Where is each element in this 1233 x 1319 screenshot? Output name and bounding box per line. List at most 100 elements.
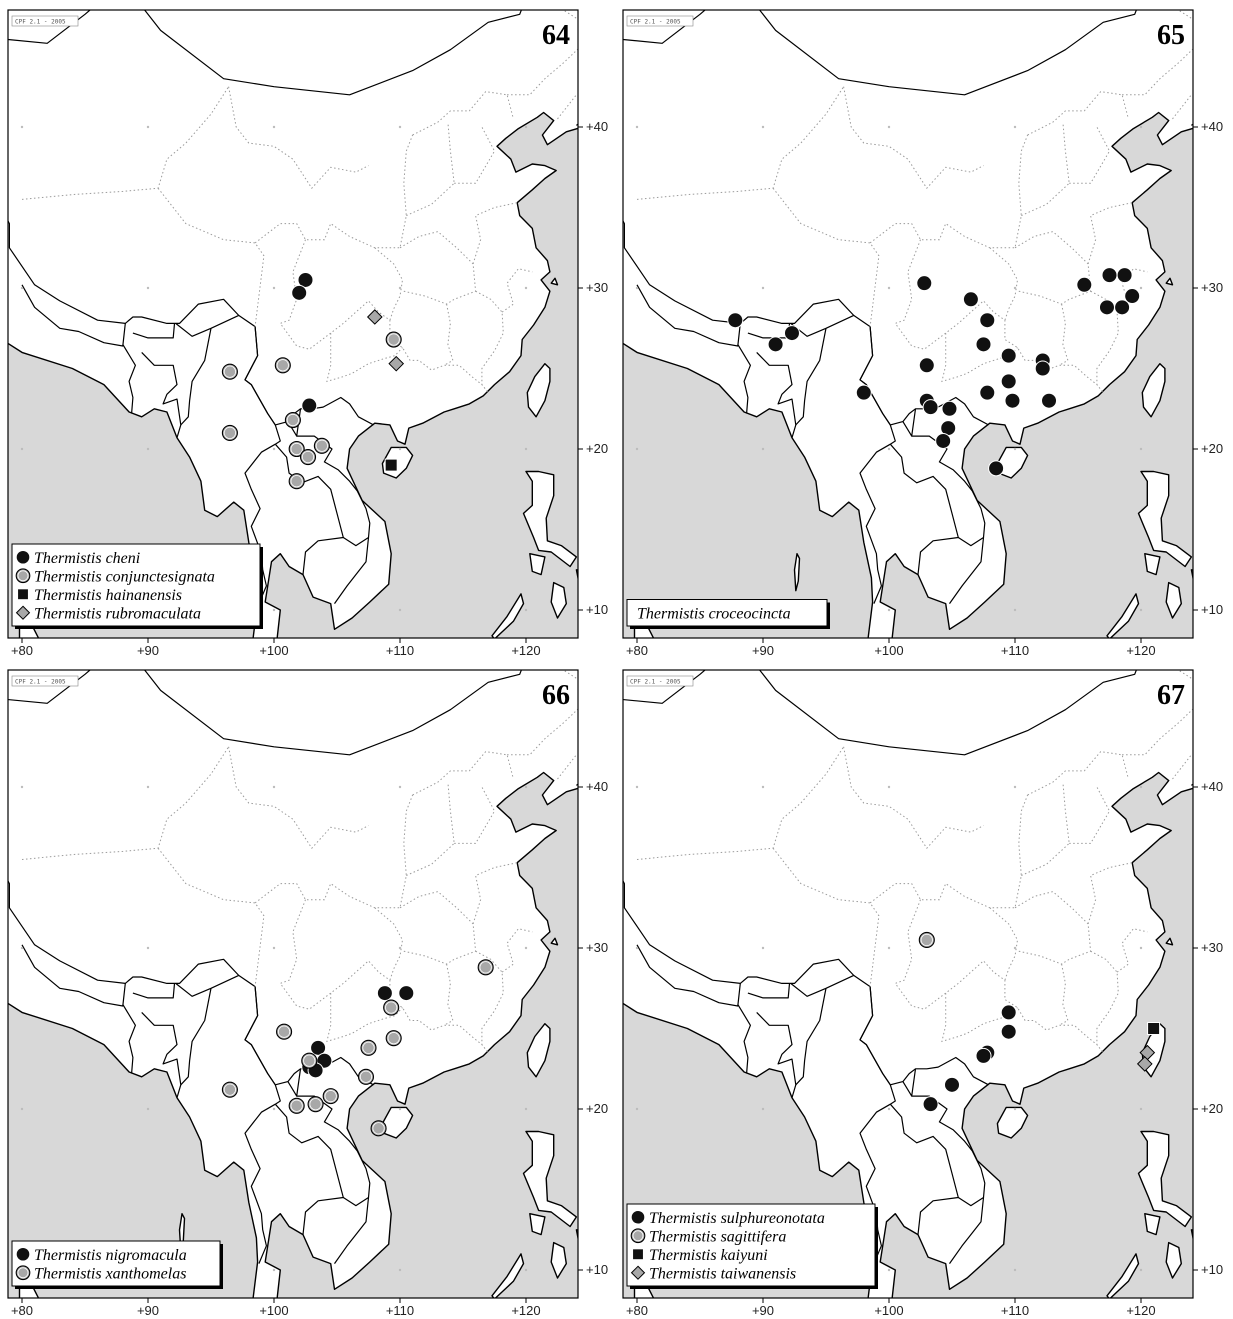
country-border	[911, 1095, 986, 1207]
island-landmass	[381, 1106, 414, 1139]
occurrence-marker-gray-circle	[221, 1081, 238, 1098]
grid-dot	[272, 1107, 276, 1111]
country-border	[589, 0, 702, 6]
occurrence-marker-gray-circle	[221, 363, 238, 380]
grid-dot	[398, 1107, 402, 1111]
occurrence-marker-gray-circle	[477, 959, 494, 976]
occurrence-marker-gray-circle	[299, 448, 317, 466]
island-landmass	[1165, 277, 1174, 286]
occurrence-marker-black-circle	[1114, 299, 1131, 316]
province-border	[1021, 782, 1070, 876]
province-border	[557, 753, 578, 780]
province-border	[279, 239, 489, 393]
country-border	[8, 670, 523, 756]
country-border	[859, 1103, 891, 1264]
country-border	[1204, 0, 1233, 6]
occurrence-marker-black-circle	[975, 336, 992, 353]
occurrence-marker-gray-circle	[274, 357, 291, 374]
province-border	[475, 950, 504, 1045]
y-tick-label: +30	[1201, 940, 1223, 955]
island-landmass	[526, 1023, 551, 1078]
occurrence-marker-black-circle	[376, 985, 393, 1002]
grid-dot	[398, 125, 402, 129]
legend-box	[11, 1240, 221, 1287]
occurrence-marker-black-circle	[297, 271, 314, 288]
province-border	[472, 862, 518, 925]
province-border	[557, 93, 578, 120]
country-border	[756, 351, 797, 438]
province-border	[1021, 122, 1070, 217]
grid-dot	[20, 447, 24, 451]
grid-dot	[524, 1107, 528, 1111]
occurrence-marker-black-circle	[944, 1076, 960, 1093]
province-border	[1172, 93, 1193, 120]
province-border	[374, 907, 404, 981]
grid-dot	[146, 447, 150, 451]
province-border	[279, 899, 489, 1054]
country-border	[756, 1011, 797, 1098]
province-border	[399, 891, 477, 965]
country-border	[790, 974, 854, 997]
grid-dot	[635, 1107, 639, 1111]
country-border	[21, 944, 126, 1007]
legend-marker-gray-diamond	[630, 1265, 646, 1280]
province-border	[869, 794, 1029, 909]
occurrence-marker-black-circle	[310, 1039, 327, 1056]
country-border	[623, 670, 1138, 756]
grid-dot	[887, 125, 891, 129]
island-landmass	[1106, 1253, 1140, 1298]
occurrence-marker-gray-circle	[322, 1088, 339, 1105]
map-number: 67	[1157, 680, 1185, 711]
grid-dot	[1013, 125, 1017, 129]
occurrence-marker-black-circle	[941, 400, 958, 417]
map-frame	[622, 9, 1194, 639]
map-panel-67: CPF 2.1 - 2005 67 Thermistis sulphureonota…	[622, 669, 1223, 1318]
y-tick-label: +30	[586, 280, 608, 295]
map-number: 66	[542, 680, 570, 711]
province-border	[869, 134, 1029, 249]
x-tick-label: +110	[386, 1303, 414, 1318]
x-tick-label: +90	[137, 1303, 159, 1318]
grid-dot	[1139, 1107, 1143, 1111]
country-border	[636, 944, 741, 1007]
province-border	[1058, 304, 1069, 366]
x-tick-label: +80	[626, 1303, 648, 1318]
x-tick-label: +80	[626, 643, 648, 658]
grid-dot	[272, 125, 276, 129]
province-border	[254, 134, 414, 249]
occurrence-marker-black-circle	[727, 312, 744, 329]
country-border	[244, 986, 281, 1105]
country-border	[141, 1011, 182, 1098]
grid-dot	[524, 286, 528, 290]
y-tick-label: +40	[586, 779, 608, 794]
grid-dot	[887, 1107, 891, 1111]
legend-marker-black-square	[632, 1248, 644, 1261]
island-landmass	[550, 277, 559, 286]
grid-dot	[761, 785, 765, 789]
province-border	[443, 964, 454, 1026]
province-border	[157, 847, 265, 987]
country-border	[180, 988, 212, 1086]
x-tick-label: +110	[1001, 1303, 1029, 1318]
legend-label: Thermistis conjunctesignata	[34, 568, 215, 585]
island-landmass	[550, 1241, 567, 1279]
country-border	[244, 443, 276, 604]
island-landmass	[1106, 593, 1140, 638]
province-border	[406, 122, 455, 217]
province-border	[454, 126, 496, 184]
country-border	[244, 326, 281, 445]
province-border	[1014, 231, 1092, 305]
grid-dot	[524, 447, 528, 451]
grid-dot	[1139, 1268, 1143, 1272]
grid-dot	[398, 785, 402, 789]
occurrence-marker-black-circle	[783, 325, 800, 342]
island-landmass	[1144, 553, 1161, 576]
x-tick-label: +90	[752, 643, 774, 658]
country-border	[132, 983, 176, 999]
grid-dot	[20, 286, 24, 290]
x-tick-label: +110	[386, 643, 414, 658]
mainland-asia	[8, 670, 578, 1298]
province-border	[1027, 91, 1129, 136]
island-landmass	[996, 1106, 1029, 1139]
